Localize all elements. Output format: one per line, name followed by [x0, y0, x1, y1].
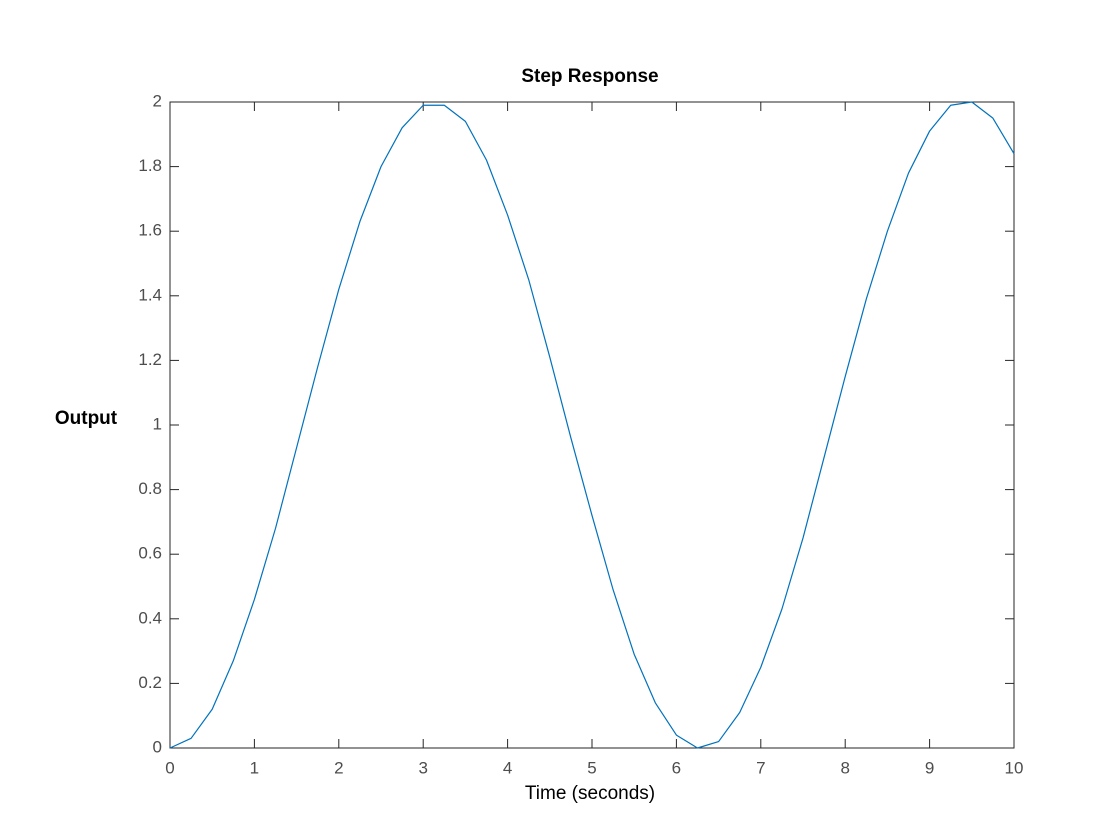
y-tick-label: 1.4	[138, 285, 162, 304]
x-tick-label: 1	[250, 758, 259, 777]
y-tick-label: 1	[153, 414, 162, 433]
x-tick-label: 6	[672, 758, 681, 777]
axes-box	[169, 101, 1015, 749]
y-tick-label: 2	[153, 91, 162, 110]
chart-title: Step Response	[521, 66, 658, 87]
x-tick-label: 4	[503, 758, 512, 777]
y-tick-label: 0.2	[138, 673, 162, 692]
y-tick-label: 0.4	[138, 608, 162, 627]
y-tick-label: 0	[153, 737, 162, 756]
x-tick-label: 7	[756, 758, 765, 777]
y-tick-label: 1.2	[138, 350, 162, 369]
data-line	[169, 101, 1015, 749]
y-tick-label: 1.8	[138, 156, 162, 175]
x-tick-label: 3	[418, 758, 427, 777]
x-tick-label: 2	[334, 758, 343, 777]
x-tick-label: 0	[165, 758, 174, 777]
x-tick-label: 5	[587, 758, 596, 777]
y-tick-label: 0.8	[138, 479, 162, 498]
x-tick-label: 10	[1005, 758, 1024, 777]
y-tick-label: 0.6	[138, 544, 162, 563]
y-tick-label: 1.6	[138, 221, 162, 240]
y-axis-label: Output	[55, 408, 118, 429]
x-tick-label: 9	[925, 758, 934, 777]
x-axis-label: Time (seconds)	[525, 783, 655, 804]
x-tick-label: 8	[840, 758, 849, 777]
